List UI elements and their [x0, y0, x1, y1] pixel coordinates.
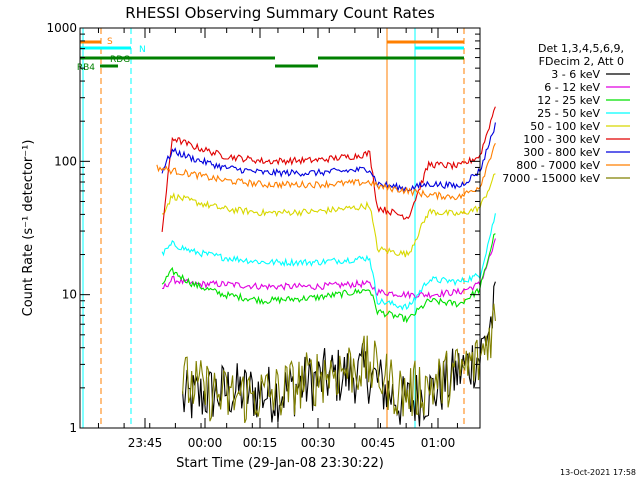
chart-title: RHESSI Observing Summary Count Rates — [125, 4, 435, 22]
rb4-flag-label: RB4 — [77, 63, 95, 73]
y-tick-label: 10 — [62, 288, 77, 302]
legend-label: 800 - 7000 keV — [516, 159, 600, 172]
x-tick-label: 00:15 — [243, 436, 278, 450]
legend-label: 25 - 50 keV — [537, 107, 600, 120]
y-tick-label: 1000 — [46, 21, 77, 35]
legend-label: 3 - 6 keV — [551, 68, 600, 81]
x-tick-label: 00:45 — [361, 436, 396, 450]
y-tick-label: 100 — [54, 154, 77, 168]
y-axis-label: Count Rate (s⁻¹ detector⁻¹) — [21, 140, 36, 317]
legend-label: 7000 - 15000 keV — [502, 172, 600, 185]
x-axis-label: Start Time (29-Jan-08 23:30:22) — [176, 456, 384, 471]
legend-label: 12 - 25 keV — [537, 94, 600, 107]
x-tick-label: 00:00 — [188, 436, 223, 450]
series-line-2 — [162, 238, 496, 300]
legend-label: 50 - 100 keV — [530, 120, 600, 133]
plot-frame — [79, 27, 481, 429]
legend-label: 300 - 800 keV — [523, 146, 600, 159]
legend-header-line: Det 1,3,4,5,6,9, — [538, 42, 624, 55]
legend: Det 1,3,4,5,6,9,FDecim 2, Att 03 - 6 keV… — [502, 42, 630, 185]
plot-date-footer: 13-Oct-2021 17:58 — [560, 468, 636, 477]
x-tick-label: 01:00 — [421, 436, 456, 450]
legend-label: 6 - 12 keV — [544, 81, 600, 94]
rdg-flag-label: RDG — [110, 55, 130, 65]
series-line-6 — [161, 106, 496, 232]
series-line-5 — [162, 173, 496, 258]
observing-flags: S N RDG RB4 — [77, 28, 465, 428]
saa-flag-label: S — [107, 37, 113, 47]
x-tick-label: 00:30 — [301, 436, 336, 450]
series-lines — [156, 106, 496, 427]
y-tick-label: 1 — [69, 421, 77, 435]
series-line-9 — [182, 303, 496, 424]
legend-label: 100 - 300 keV — [523, 133, 600, 146]
x-tick-label: 23:45 — [128, 436, 163, 450]
legend-header-line: FDecim 2, Att 0 — [539, 55, 624, 68]
series-line-3 — [161, 233, 496, 324]
axes: 1 10 100 1000 23:45 00:00 00:15 00:30 00:45 01:00 — [46, 21, 480, 450]
series-line-8 — [156, 142, 496, 201]
night-flag-label: N — [139, 45, 146, 55]
series-line-4 — [161, 213, 496, 311]
series-line-7 — [161, 122, 496, 193]
